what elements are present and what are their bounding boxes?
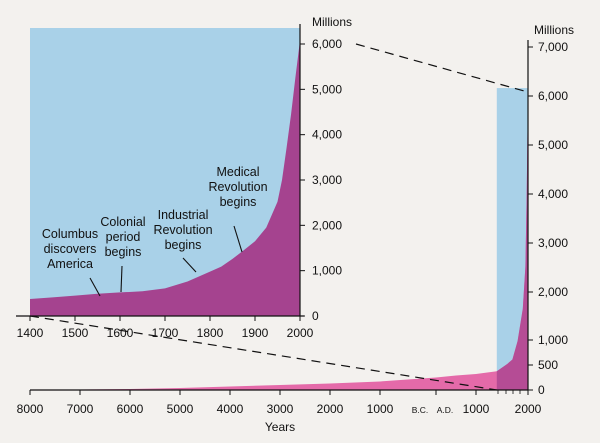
annotation-text-line: Colonial [100, 215, 145, 229]
inset-population-area [30, 40, 300, 317]
main-y-tick-label: 4,000 [538, 187, 568, 201]
zoom-connector-top [355, 43, 529, 93]
annotation-text-line: Columbus [42, 227, 98, 241]
inset-x-tick-label: 2000 [287, 326, 314, 340]
main-x-axis-label: Years [265, 420, 295, 434]
annotation-leader-line [182, 257, 197, 273]
main-y-axis-unit: Millions [534, 23, 574, 37]
inset-y-tick-label: 6,000 [312, 37, 342, 51]
inset-x-tick-label: 1500 [62, 326, 89, 340]
main-y-tick-label: 500 [538, 358, 558, 372]
annotation-text-line: Medical [216, 165, 259, 179]
main-x-tick-label: A.D. [437, 405, 454, 415]
inset-x-tick-label: 1900 [242, 326, 269, 340]
annotation-text-line: begins [105, 245, 142, 259]
main-y-tick-label: 1,000 [538, 333, 568, 347]
inset-x-tick-label: 1600 [107, 326, 134, 340]
inset-y-tick-label: 5,000 [312, 82, 342, 96]
inset-y-tick-label: 0 [312, 309, 319, 323]
main-x-tick-label: 8000 [17, 402, 44, 416]
main-x-tick-label: B.C. [412, 405, 429, 415]
annotation-text-line: begins [165, 238, 202, 252]
main-chart: 8000 7000 6000 5000 4000 3000 2000 1000 B.C. A.D.… [17, 40, 568, 416]
inset-x-tick-label: 1400 [17, 326, 44, 340]
inset-y-tick-label: 2,000 [312, 218, 342, 232]
annotation-text-line: America [47, 257, 93, 271]
inset-y-axis-unit: Millions [312, 15, 352, 29]
main-x-tick-label: 3000 [267, 402, 294, 416]
main-y-tick-label: 7,000 [538, 40, 568, 54]
annotation-text-line: begins [220, 195, 257, 209]
inset-y-tick-label: 3,000 [312, 173, 342, 187]
main-y-tick-label: 5,000 [538, 138, 568, 152]
inset-x-tick-label: 1800 [197, 326, 224, 340]
main-x-tick-label: 6000 [117, 402, 144, 416]
inset-x-tick-label: 1700 [152, 326, 179, 340]
annotation-text-line: discovers [44, 242, 97, 256]
inset-chart: 1400 1500 1600 1700 1800 1900 2000 0 1,000 2,000 3… [16, 24, 342, 340]
main-y-tick-label: 3,000 [538, 236, 568, 250]
main-x-tick-label: 4000 [217, 402, 244, 416]
main-x-tick-label: 7000 [67, 402, 94, 416]
main-y-tick-label: 6,000 [538, 89, 568, 103]
inset-y-tick-label: 4,000 [312, 128, 342, 142]
main-x-tick-label: 1000 [463, 402, 490, 416]
annotation-leader-line [120, 265, 123, 293]
main-highlight-area [496, 92, 528, 390]
main-x-tick-label: 2000 [317, 402, 344, 416]
annotation-leader-line [233, 225, 243, 253]
chart-labels: Millions Millions Years [265, 15, 574, 434]
annotation-text-line: Industrial [158, 208, 209, 222]
main-x-tick-label: 1000 [367, 402, 394, 416]
annotation-text-line: Revolution [208, 180, 267, 194]
annotation-text-line: Revolution [153, 223, 212, 237]
main-x-tick-label: 2000 [515, 402, 542, 416]
main-x-tick-label: 5000 [167, 402, 194, 416]
annotation-leader-line [89, 277, 101, 297]
main-y-tick-label: 0 [538, 383, 545, 397]
main-y-tick-label: 2,000 [538, 285, 568, 299]
annotation-text-line: period [106, 230, 141, 244]
zoom-connector-lines [29, 43, 529, 391]
inset-y-tick-label: 1,000 [312, 264, 342, 278]
zoom-connector-bottom [29, 315, 497, 391]
